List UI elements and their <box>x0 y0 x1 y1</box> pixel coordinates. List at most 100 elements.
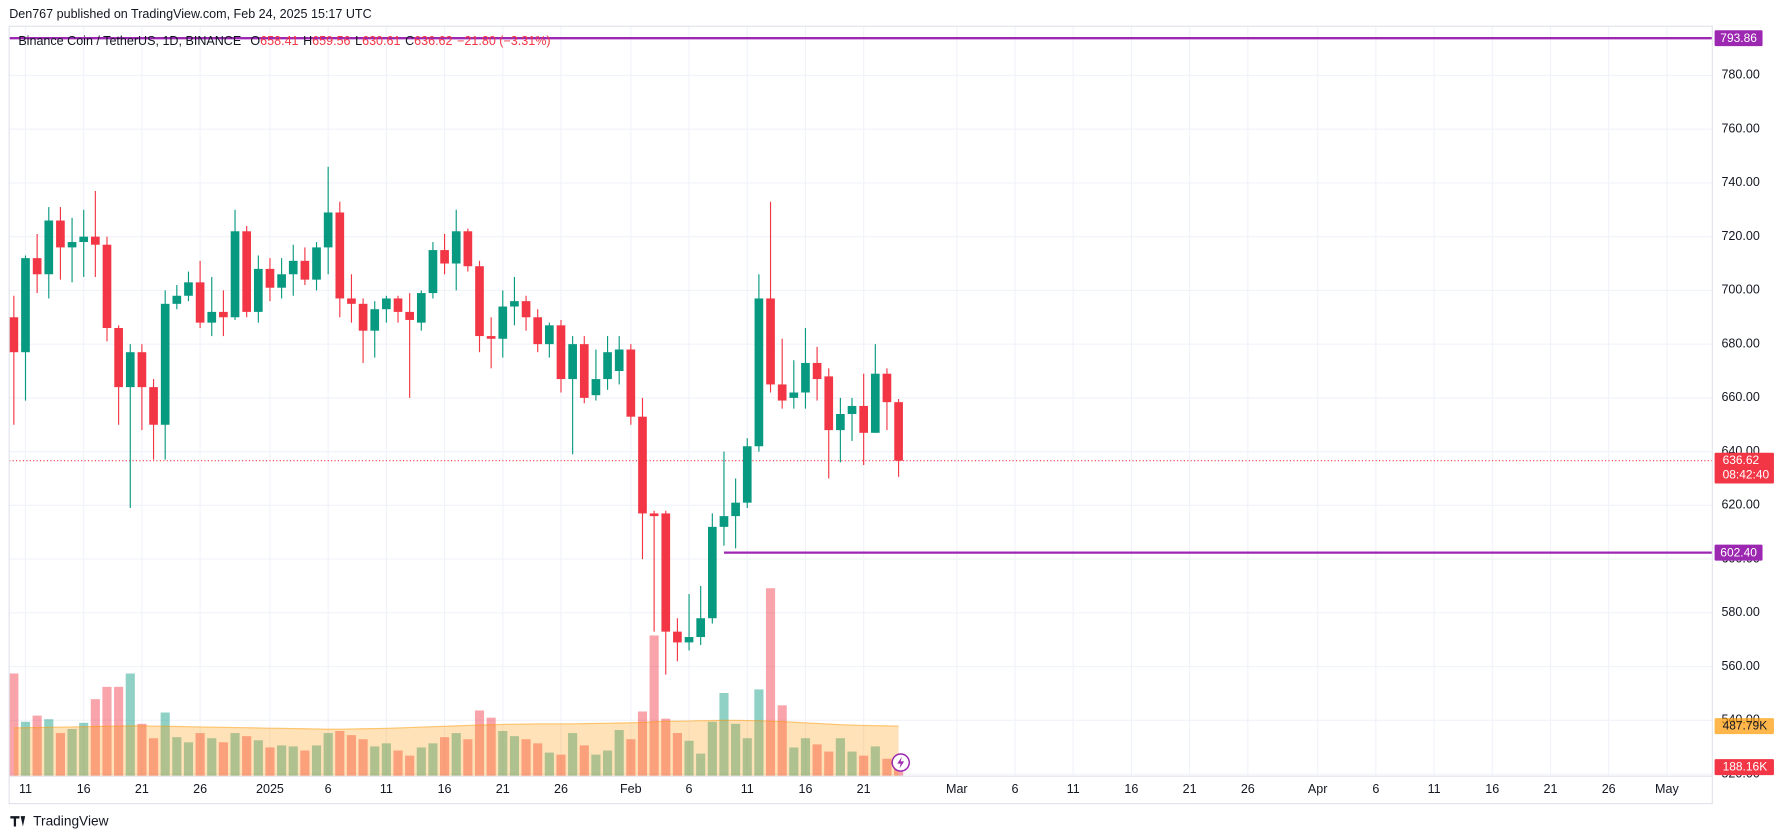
candle-body <box>44 220 54 275</box>
alert-icon[interactable] <box>891 753 911 772</box>
volume-bar <box>637 711 648 777</box>
volume-bar <box>509 736 519 777</box>
candle-body <box>870 373 880 433</box>
x-tick-label: 6 <box>1372 782 1379 796</box>
candle-body <box>347 298 356 304</box>
volume-bar <box>300 750 310 777</box>
candle-body <box>510 301 519 307</box>
candle-body <box>253 268 263 312</box>
candle-body <box>358 303 368 331</box>
volume-bar <box>626 739 636 777</box>
y-tick-label: 760.00 <box>1721 121 1759 135</box>
candle-body <box>626 349 636 417</box>
candle-body <box>545 325 554 345</box>
candle-body <box>440 250 449 264</box>
candle-body <box>463 231 473 267</box>
candle-body <box>382 298 391 310</box>
volume-bar <box>288 746 298 777</box>
y-tick-label: 660.00 <box>1721 390 1759 404</box>
candle-body <box>789 392 799 398</box>
y-tick-label: 720.00 <box>1721 229 1759 243</box>
y-tick-label: 580.00 <box>1721 605 1759 619</box>
x-tick-label: 26 <box>554 782 568 796</box>
candle-body <box>766 298 775 385</box>
candle-body <box>451 231 461 264</box>
candle-body <box>9 317 19 353</box>
candle-body <box>568 344 577 380</box>
candle-body <box>661 513 671 632</box>
symbol: Binance Coin / TetherUS, 1D, BINANCE <box>18 35 241 49</box>
x-tick-label: May <box>1655 782 1679 796</box>
candle-body <box>638 416 647 514</box>
volume-bar <box>847 751 857 777</box>
volume-bar <box>370 746 380 777</box>
candle-body <box>300 260 310 280</box>
publish-info: Den767 published on TradingView.com, Feb… <box>9 7 371 21</box>
volume-bar <box>195 733 205 777</box>
volume-bar <box>824 751 834 777</box>
x-tick-label: 26 <box>1602 782 1616 796</box>
pane-border <box>8 25 1713 805</box>
volume-bar <box>672 733 682 777</box>
candle-body <box>184 282 193 296</box>
volume-bar <box>602 750 613 777</box>
candle-body <box>696 618 706 638</box>
volume-bar <box>742 738 752 777</box>
candle-body <box>172 295 182 304</box>
candle-body <box>707 526 717 619</box>
candle-body <box>323 212 333 248</box>
candle-body <box>195 282 205 323</box>
volume-bar <box>486 717 496 777</box>
volume-bar <box>160 712 170 777</box>
axes: 520.00540.00560.00580.00600.00620.00640.… <box>19 30 1774 796</box>
volume-bar <box>882 758 892 777</box>
candle-body <box>824 376 834 431</box>
candle-body <box>777 384 787 401</box>
last-price-box <box>1714 452 1774 484</box>
x-tick-label: 21 <box>135 782 149 796</box>
volume-bar <box>789 747 799 777</box>
x-tick-label: 6 <box>1012 782 1019 796</box>
volume-bar <box>79 722 89 777</box>
ohlc-value: 630.61 <box>362 35 400 49</box>
candle-body <box>812 362 822 380</box>
volume-pane <box>9 588 904 777</box>
x-tick-label: 16 <box>77 782 91 796</box>
volume-bar <box>20 721 31 777</box>
last-price-label: 636.62 <box>1723 453 1760 467</box>
volume-ma-line <box>13 719 899 730</box>
candle-body <box>498 306 508 339</box>
x-tick-label: Feb <box>620 782 642 796</box>
volume-bar <box>44 719 54 777</box>
ohlc-key: C <box>405 35 414 49</box>
candle-body <box>556 325 566 380</box>
x-tick-label: 26 <box>1241 782 1255 796</box>
y-tick-label: 780.00 <box>1721 68 1759 82</box>
candle-body <box>79 236 89 243</box>
volume-bar <box>568 733 578 777</box>
volume-bar <box>579 745 589 777</box>
volume-bar <box>731 723 741 777</box>
volume-bar <box>416 747 426 777</box>
volume-bar <box>114 686 124 777</box>
x-tick-label: 21 <box>857 782 871 796</box>
candle-body <box>91 236 100 245</box>
candle-body <box>56 220 65 248</box>
x-tick-label: 21 <box>496 782 510 796</box>
candle-body <box>207 311 217 323</box>
volume-bar <box>777 705 787 777</box>
brand-logo[interactable]: TradingView <box>10 813 109 828</box>
x-tick-label: 16 <box>798 782 812 796</box>
x-tick-label: 16 <box>1124 782 1138 796</box>
volume-bar <box>125 673 135 777</box>
x-tick-label: 21 <box>1183 782 1197 796</box>
candle-body <box>533 317 543 345</box>
volume-bar <box>277 745 287 777</box>
candle-body <box>32 258 42 275</box>
brand-name[interactable]: TradingView <box>33 813 108 828</box>
volume-bar <box>544 752 554 777</box>
ohlc-key: O <box>250 35 260 49</box>
volume-bar <box>183 742 194 777</box>
ohlc-value: 636.62 <box>414 35 452 49</box>
symbol-legend: Binance Coin / TetherUS, 1D, BINANCE O658… <box>18 35 550 49</box>
